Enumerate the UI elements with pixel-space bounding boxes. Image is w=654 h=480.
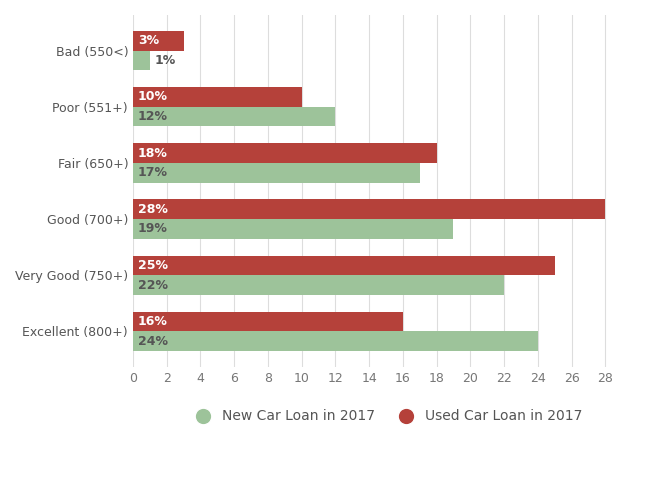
Text: 25%: 25%	[138, 259, 168, 272]
Text: 28%: 28%	[138, 203, 168, 216]
Bar	[133, 107, 336, 126]
Text: 24%: 24%	[138, 335, 168, 348]
Bar	[133, 144, 437, 163]
Bar	[133, 312, 403, 331]
Bar	[133, 51, 150, 70]
Text: 10%: 10%	[138, 90, 168, 104]
Text: 22%: 22%	[138, 278, 168, 291]
Text: 12%: 12%	[138, 110, 168, 123]
Text: 1%: 1%	[155, 54, 176, 67]
Text: 18%: 18%	[138, 146, 168, 160]
Text: 3%: 3%	[138, 35, 159, 48]
Bar	[133, 199, 605, 219]
Text: 17%: 17%	[138, 166, 168, 179]
Bar	[133, 87, 301, 107]
Legend: New Car Loan in 2017, Used Car Loan in 2017: New Car Loan in 2017, Used Car Loan in 2…	[189, 409, 583, 423]
Text: 16%: 16%	[138, 315, 168, 328]
Text: 19%: 19%	[138, 222, 168, 235]
Bar	[133, 219, 453, 239]
Bar	[133, 275, 504, 295]
Bar	[133, 331, 538, 351]
Bar	[133, 163, 420, 182]
Bar	[133, 255, 555, 275]
Bar	[133, 31, 184, 51]
